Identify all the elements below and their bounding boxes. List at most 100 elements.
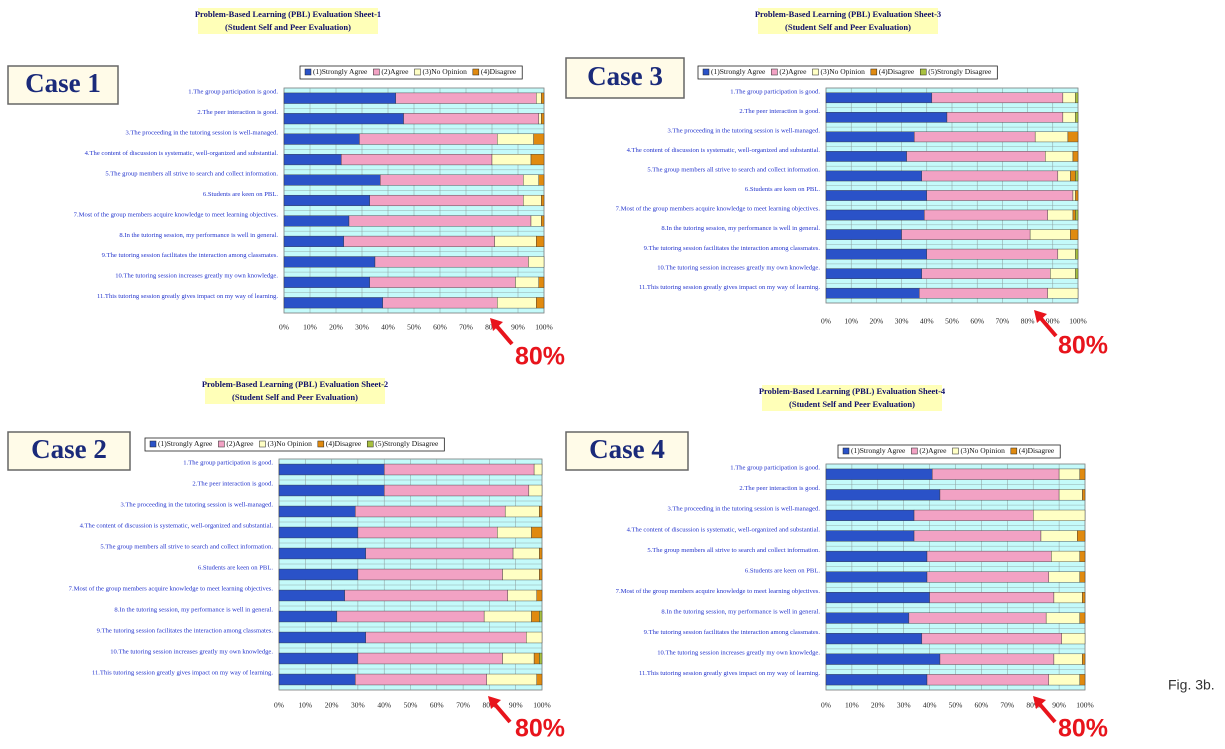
bar-segment	[1082, 592, 1086, 604]
bar-segment	[825, 151, 907, 162]
category-label: 8.In the tutoring session, my performanc…	[119, 232, 278, 239]
bar-segment	[908, 612, 1047, 624]
figure-label: Fig. 3b.	[1168, 677, 1215, 693]
category-label: 9.The tutoring session facilitates the i…	[97, 628, 274, 635]
bar-segment	[278, 526, 359, 539]
bar-segment	[1057, 248, 1076, 260]
x-tick-label: 80%	[1026, 701, 1040, 710]
legend-swatch	[414, 68, 421, 76]
bar-segment	[1062, 92, 1076, 104]
arrow-head	[1033, 696, 1046, 709]
legend-label: (4)Disagree	[1019, 446, 1055, 455]
bar-segment	[538, 276, 545, 288]
bar-segment	[403, 113, 540, 125]
bar-segment	[1032, 509, 1086, 521]
bar-segment	[359, 133, 498, 145]
bar-segment	[825, 112, 948, 123]
bar-segment	[1070, 170, 1076, 182]
bar-segment	[926, 248, 1059, 260]
legend: (1)Strongly Agree (2)Agree (3)No Opinion (4…	[144, 437, 445, 452]
legend-label: (2)Agree	[381, 67, 409, 76]
x-tick-label: 60%	[430, 701, 444, 710]
x-tick-label: 20%	[329, 323, 343, 332]
bar-segment	[502, 652, 535, 665]
x-tick-label: 0%	[821, 701, 831, 710]
bar-segment	[1079, 612, 1086, 624]
bar-segment	[526, 631, 543, 644]
bar-segment	[539, 547, 543, 560]
bar-segment	[1047, 287, 1079, 299]
legend-label: (4)Disagree	[879, 67, 915, 76]
bar-segment	[825, 571, 928, 583]
x-tick-label: 40%	[920, 317, 934, 326]
title-background	[758, 8, 938, 34]
legend-swatch	[812, 68, 819, 76]
bar-segment	[278, 589, 345, 602]
bar-segment	[278, 673, 356, 686]
chart-subtitle: (Student Self and Peer Evaluation)	[785, 22, 911, 32]
bar-segment	[538, 174, 545, 186]
bar-segment	[497, 297, 537, 309]
bar-segment	[825, 170, 922, 182]
bar-segment	[357, 652, 503, 665]
case-label: Case 2	[31, 434, 107, 464]
legend: (1)Strongly Agree (2)Agree (3)No Opinion (4…	[837, 444, 1061, 459]
bar-segment	[1058, 468, 1081, 480]
category-label: 11.This tutoring session greatly gives i…	[639, 284, 820, 291]
bar-segment	[384, 463, 535, 476]
bar-segment	[1079, 674, 1086, 686]
category-label: 4.The content of discussion is systemati…	[85, 150, 279, 157]
x-tick-label: 30%	[897, 701, 911, 710]
category-label: 4.The content of discussion is systemati…	[627, 526, 821, 533]
bar-segment	[913, 530, 1042, 542]
bar-segment	[512, 547, 540, 560]
bar-segment	[939, 653, 1055, 665]
legend-swatch	[472, 68, 480, 76]
x-tick-label: 60%	[970, 317, 984, 326]
category-label: 1.The group participation is good.	[730, 88, 820, 95]
bar-segment	[539, 652, 543, 665]
bar-segment	[1075, 190, 1079, 201]
bar-segment	[541, 113, 545, 125]
x-tick-label: 20%	[870, 317, 884, 326]
bar-segment	[1047, 209, 1074, 221]
bar-segment	[825, 229, 902, 240]
chart-subtitle: (Student Self and Peer Evaluation)	[232, 392, 358, 402]
bar-segment	[1075, 170, 1079, 182]
bar-segment	[1053, 592, 1083, 604]
legend-swatch	[919, 68, 927, 76]
case-label: Case 1	[25, 68, 101, 98]
bar-segment	[539, 505, 543, 518]
legend-label: (1)Strongly Agree	[313, 67, 368, 76]
bar-segment	[1079, 468, 1086, 480]
x-tick-label: 30%	[351, 701, 365, 710]
category-label: 2.The peer interaction is good.	[192, 481, 273, 488]
legend-label: (2)Agree	[919, 446, 947, 455]
chart-title: Problem-Based Learning (PBL) Evaluation …	[755, 9, 941, 19]
bar-segment	[825, 530, 915, 542]
legend-swatch	[771, 68, 778, 76]
category-label: 9.The tutoring session facilitates the i…	[644, 629, 821, 636]
bar-segment	[278, 484, 385, 497]
bar-segment	[1067, 131, 1079, 143]
bar-segment	[931, 92, 1064, 104]
category-label: 9.The tutoring session facilitates the i…	[644, 245, 821, 252]
bar-segment	[825, 248, 928, 260]
bar-segment	[344, 589, 509, 602]
bar-segment	[530, 215, 542, 227]
bar-segment	[906, 151, 1046, 162]
x-tick-label: 30%	[895, 317, 909, 326]
x-tick-label: 30%	[355, 323, 369, 332]
category-label: 3.The proceeding in the tutoring session…	[125, 130, 278, 137]
bar-segment	[1045, 151, 1074, 162]
category-label: 4.The content of discussion is systemati…	[80, 523, 274, 530]
bar-segment	[825, 131, 915, 143]
x-tick-label: 60%	[975, 701, 989, 710]
bar-segment	[825, 592, 930, 604]
bar-segment	[1075, 248, 1079, 260]
legend-label: (5)Strongly Disagree	[375, 439, 439, 448]
bar-segment	[926, 190, 1074, 201]
x-tick-label: 40%	[923, 701, 937, 710]
bar-segment	[357, 526, 498, 539]
